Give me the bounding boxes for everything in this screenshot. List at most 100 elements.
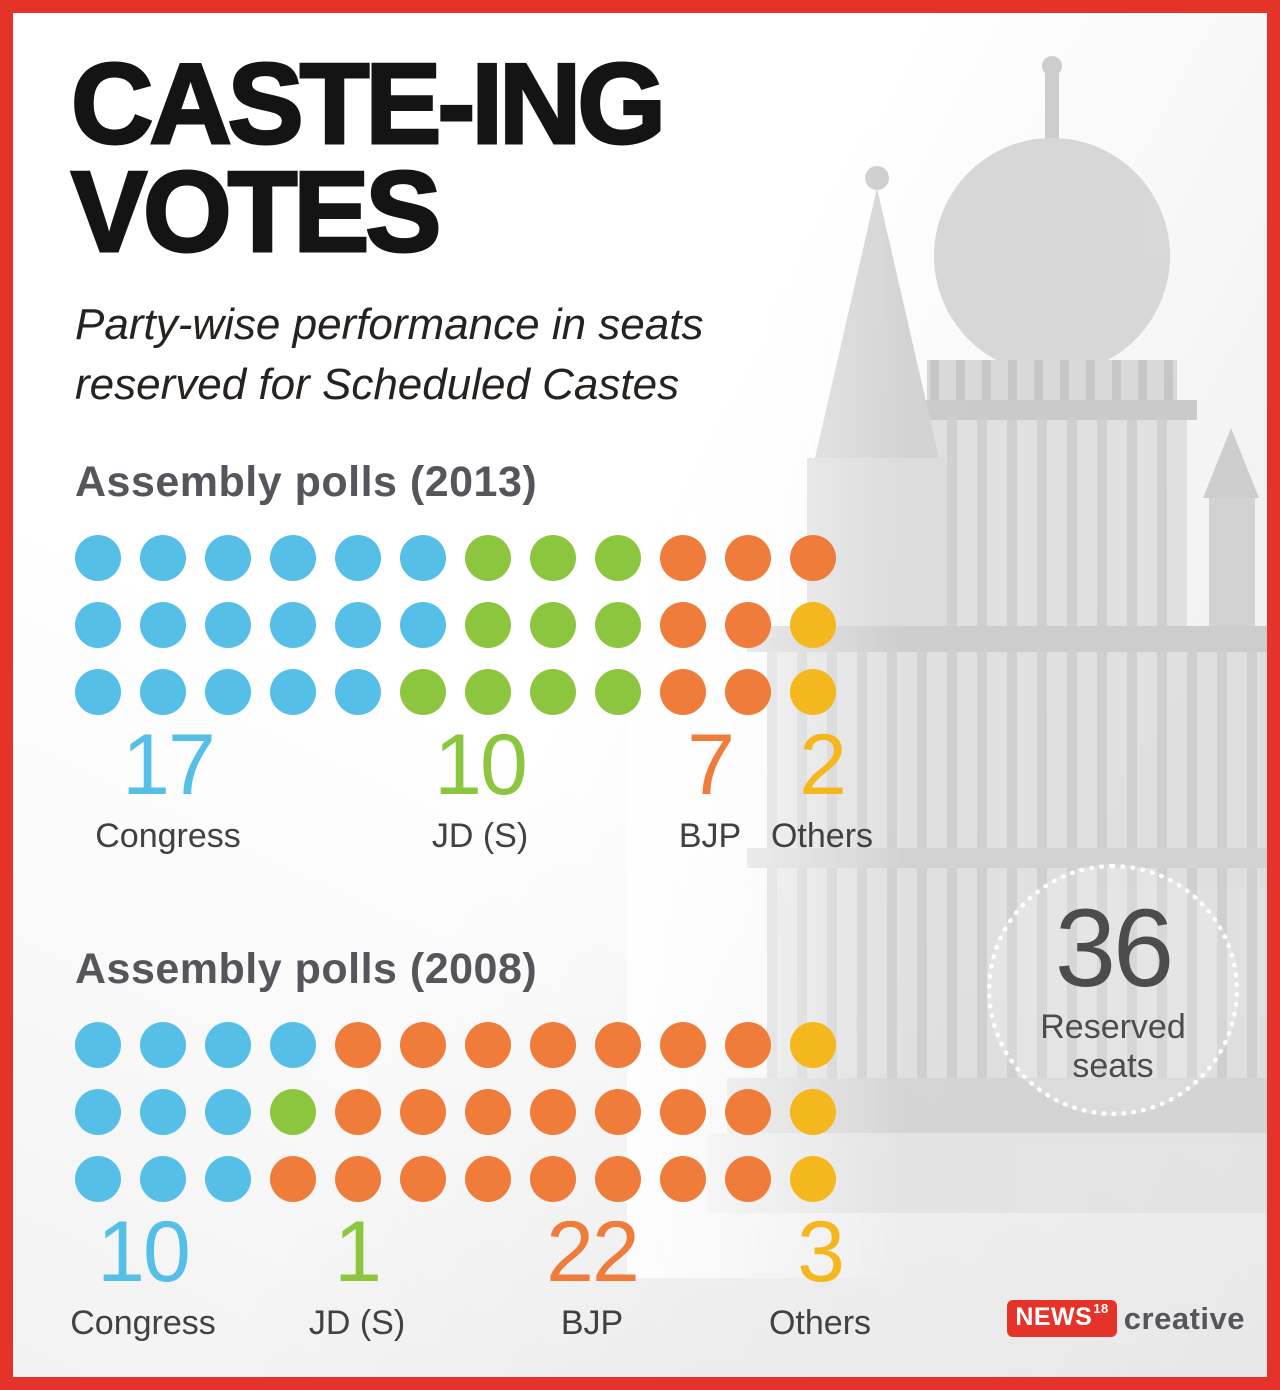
dot-congress	[335, 602, 381, 648]
dot-bjp	[660, 669, 706, 715]
page-subtitle: Party-wise performance in seats reserved…	[75, 300, 704, 409]
dot-bjp	[790, 535, 836, 581]
stat-jd-s: 10 JD (S)	[431, 722, 529, 856]
dot-congress	[270, 1022, 316, 1068]
stat-value-congress: 17	[122, 717, 216, 813]
dot-jds	[465, 669, 511, 715]
stat-others: 2 Others	[770, 717, 874, 856]
dot-bjp	[465, 1022, 511, 1068]
stat-label-bjp: BJP	[560, 1304, 624, 1343]
dot-bjp	[725, 1022, 771, 1068]
dot-bjp	[400, 1089, 446, 1135]
dot-bjp	[465, 1156, 511, 1202]
dot-bjp	[660, 535, 706, 581]
reserved-seats-badge: 36 Reserved seats	[987, 864, 1239, 1116]
stat-label-jd-s: JD (S)	[308, 1304, 406, 1343]
dot-congress	[140, 1156, 186, 1202]
chart-title-2013: Assembly polls (2013)	[75, 458, 538, 506]
dot-others	[790, 1022, 836, 1068]
dot-others	[790, 669, 836, 715]
creative-wordmark: creative	[1123, 1300, 1245, 1336]
dot-bjp	[465, 1089, 511, 1135]
stat-bjp: 7 BJP	[678, 717, 742, 856]
stat-label-others: Others	[768, 1304, 872, 1343]
news18-logo-text: NEWS	[1015, 1303, 1093, 1331]
dot-congress	[75, 535, 121, 581]
dot-grid-2013	[75, 535, 836, 715]
chart-stats-2013: 17 Congress 10 JD (S) 7 BJP 2 Others	[75, 717, 1235, 886]
dot-bjp	[530, 1089, 576, 1135]
stat-value-congress: 10	[97, 1204, 191, 1300]
dot-bjp	[660, 1022, 706, 1068]
dot-jds	[465, 535, 511, 581]
dot-congress	[335, 669, 381, 715]
chart-section-2013: Assembly polls (2013) 17 Congress 10 JD (S)…	[75, 458, 1235, 855]
dot-others	[790, 602, 836, 648]
dot-congress	[270, 602, 316, 648]
dot-jds	[465, 602, 511, 648]
title-line-2: VOTES	[70, 149, 443, 277]
dot-congress	[205, 1022, 251, 1068]
dot-congress	[140, 1089, 186, 1135]
dot-congress	[205, 602, 251, 648]
dot-bjp	[725, 602, 771, 648]
stat-others: 3 Others	[768, 1204, 872, 1343]
dot-jds	[270, 1089, 316, 1135]
dot-bjp	[335, 1089, 381, 1135]
dot-bjp	[595, 1022, 641, 1068]
stat-label-others: Others	[770, 817, 874, 856]
dot-bjp	[595, 1156, 641, 1202]
dot-others	[790, 1156, 836, 1202]
dot-bjp	[335, 1022, 381, 1068]
stat-value-others: 3	[797, 1204, 845, 1300]
chart-title-2008: Assembly polls (2008)	[75, 945, 538, 993]
dot-bjp	[400, 1156, 446, 1202]
dot-congress	[75, 1022, 121, 1068]
dot-congress	[140, 1022, 186, 1068]
dot-bjp	[270, 1156, 316, 1202]
stat-value-jd-s: 1	[334, 1204, 382, 1300]
stat-label-congress: Congress	[95, 817, 241, 856]
dot-bjp	[660, 602, 706, 648]
dot-congress	[335, 535, 381, 581]
dot-congress	[270, 535, 316, 581]
dot-bjp	[725, 1089, 771, 1135]
dot-bjp	[595, 1089, 641, 1135]
dot-congress	[140, 669, 186, 715]
dot-congress	[75, 669, 121, 715]
dot-bjp	[725, 669, 771, 715]
reserved-seats-value: 36	[1054, 886, 1174, 1010]
reserved-seats-label: Reserved seats	[1040, 1007, 1186, 1085]
dot-grid-2008	[75, 1022, 836, 1202]
dot-jds	[595, 535, 641, 581]
stat-label-jd-s: JD (S)	[431, 817, 529, 856]
dot-jds	[400, 669, 446, 715]
stat-label-bjp: BJP	[678, 817, 742, 856]
dot-congress	[140, 535, 186, 581]
dot-congress	[400, 535, 446, 581]
stat-bjp: 22 BJP	[546, 1204, 640, 1343]
dot-others	[790, 1089, 836, 1135]
stat-value-bjp: 7	[687, 717, 735, 813]
chart-stats-2008: 10 Congress 1 JD (S) 22 BJP 3 Others	[70, 1204, 1235, 1373]
dot-congress	[205, 669, 251, 715]
dot-congress	[205, 535, 251, 581]
dot-bjp	[335, 1156, 381, 1202]
dot-congress	[270, 669, 316, 715]
chart-section-2008: Assembly polls (2008) 10 Congress 1 JD (S) 2…	[70, 945, 1235, 1342]
dot-bjp	[725, 1156, 771, 1202]
dot-bjp	[530, 1156, 576, 1202]
stat-value-bjp: 22	[546, 1204, 640, 1300]
news18-creative-logo: NEWS 18 creative	[1007, 1300, 1245, 1337]
page-title: CASTE-ING VOTES	[70, 46, 668, 277]
dot-congress	[205, 1089, 251, 1135]
dot-jds	[595, 669, 641, 715]
stat-congress: 17 Congress	[95, 717, 241, 856]
dot-jds	[595, 602, 641, 648]
dot-congress	[205, 1156, 251, 1202]
dot-congress	[140, 602, 186, 648]
stat-jd-s: 1 JD (S)	[308, 1204, 406, 1343]
dot-bjp	[725, 535, 771, 581]
stat-value-others: 2	[799, 717, 847, 813]
